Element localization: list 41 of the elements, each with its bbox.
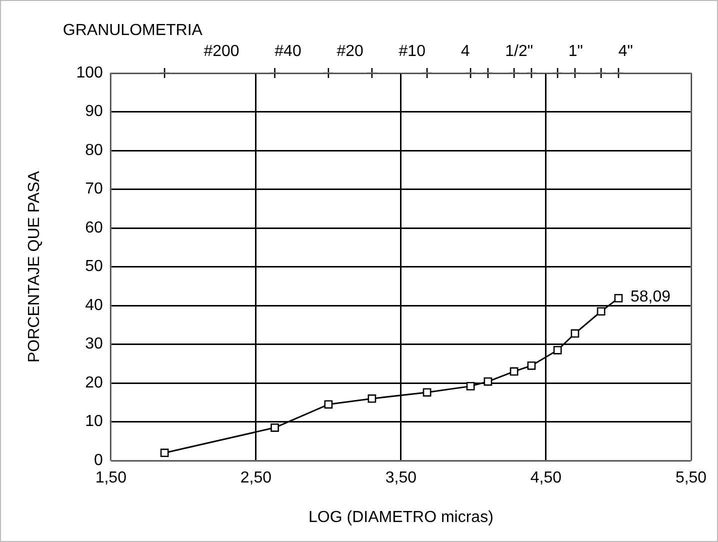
chart-title: GRANULOMETRIA xyxy=(62,22,203,39)
text: 4 xyxy=(460,43,470,61)
annotation: 58,09 xyxy=(630,288,671,306)
text: 1/2" xyxy=(505,43,534,61)
text: #20 xyxy=(336,43,364,61)
point xyxy=(160,448,169,458)
x-tick-label: 3,50 xyxy=(385,470,417,487)
text: #40 xyxy=(274,43,302,61)
point xyxy=(466,382,475,390)
y-tick-label: 90 xyxy=(85,103,103,120)
y-tick-label: 50 xyxy=(85,258,103,276)
y-tick-label: 70 xyxy=(85,180,103,198)
point xyxy=(527,361,536,370)
text: 4" xyxy=(618,43,633,61)
y-tick-label: 40 xyxy=(85,296,103,314)
point xyxy=(510,367,518,376)
point xyxy=(553,346,562,354)
y-tick-label: 30 xyxy=(85,336,103,353)
y-tick-label: 60 xyxy=(85,219,103,236)
text: #200 xyxy=(204,43,240,61)
point xyxy=(570,329,580,338)
text: #10 xyxy=(398,43,426,61)
x-tick-label: 1,50 xyxy=(95,470,127,487)
y-tick-label: 10 xyxy=(85,413,103,430)
point xyxy=(596,307,606,316)
text: 1" xyxy=(568,43,583,61)
point xyxy=(614,294,623,302)
point xyxy=(422,388,432,397)
y-tick-label: 0 xyxy=(94,452,103,470)
point xyxy=(484,377,492,386)
y-tick-label: 100 xyxy=(76,64,103,82)
point xyxy=(368,394,376,403)
x-axis-title: LOG (DIAMETRO micras) xyxy=(308,508,494,526)
y-tick-label: 20 xyxy=(85,374,103,392)
point xyxy=(324,400,333,409)
x-tick-label: 4,50 xyxy=(530,470,562,487)
y-tick-label: 80 xyxy=(85,142,103,159)
point xyxy=(270,423,279,432)
x-tick-label: 2,50 xyxy=(240,470,272,487)
y-axis-title: PORCENTAJE QUE PASA xyxy=(26,170,44,363)
x-tick-label: 5,50 xyxy=(675,470,707,487)
